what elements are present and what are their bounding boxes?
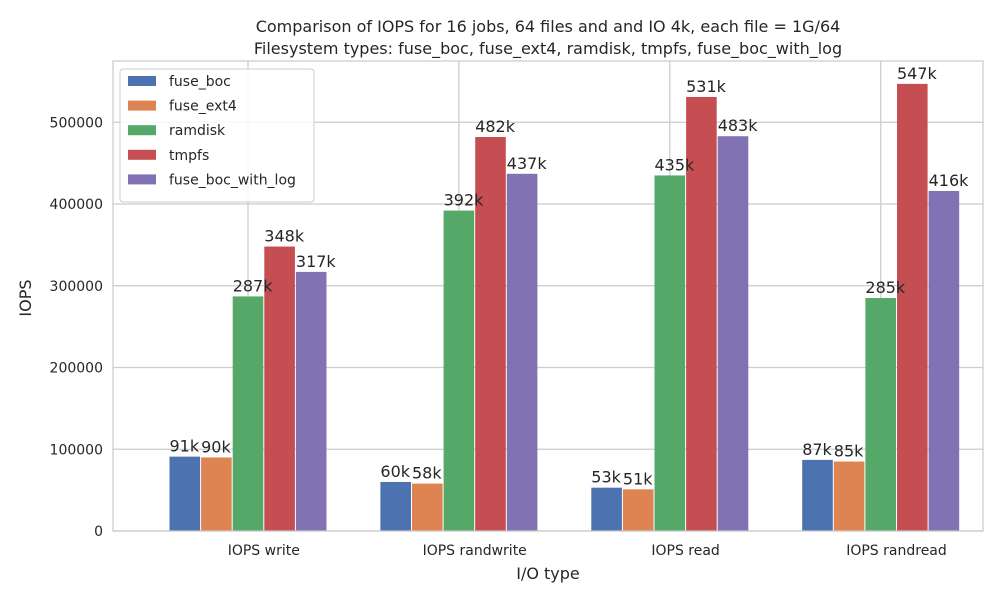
legend-swatch-tmpfs xyxy=(128,149,156,160)
bar-fuse_ext4-1 xyxy=(412,483,443,531)
data-label-fuse_ext4-2: 51k xyxy=(623,469,653,488)
x-tick-label: IOPS randread xyxy=(846,543,947,559)
legend-label-fuse_ext4: fuse_ext4 xyxy=(169,99,237,115)
y-tick-label: 100000 xyxy=(50,442,103,458)
data-label-tmpfs-1: 482k xyxy=(475,117,516,136)
data-label-fuse_boc-1: 60k xyxy=(380,462,410,481)
legend-label-fuse_boc_with_log: fuse_boc_with_log xyxy=(169,172,296,188)
x-tick-label: IOPS write xyxy=(228,543,300,559)
data-label-tmpfs-3: 547k xyxy=(897,64,938,83)
data-label-fuse_boc-3: 87k xyxy=(802,440,832,459)
legend-box xyxy=(119,68,315,203)
data-label-ramdisk-3: 285k xyxy=(865,278,906,297)
data-label-fuse_boc_with_log-3: 416k xyxy=(929,171,970,190)
data-label-ramdisk-1: 392k xyxy=(444,191,485,210)
bar-fuse_boc_with_log-2 xyxy=(717,136,749,531)
chart-title: Comparison of IOPS for 16 jobs, 64 files… xyxy=(256,17,841,36)
data-label-fuse_ext4-3: 85k xyxy=(834,442,864,461)
legend-label-tmpfs: tmpfs xyxy=(169,148,209,164)
bar-fuse_boc_with_log-3 xyxy=(928,190,960,531)
y-tick-label: 500000 xyxy=(50,115,103,131)
x-axis-label: I/O type xyxy=(516,564,580,583)
x-tick-label: IOPS randwrite xyxy=(423,543,527,559)
legend-swatch-fuse_ext4 xyxy=(128,100,156,111)
bar-fuse_boc-3 xyxy=(802,459,833,531)
bar-fuse_ext4-0 xyxy=(201,457,232,531)
data-label-tmpfs-2: 531k xyxy=(686,77,727,96)
y-tick-label: 300000 xyxy=(50,279,103,295)
bar-tmpfs-1 xyxy=(475,137,506,531)
data-label-ramdisk-2: 435k xyxy=(655,155,696,174)
bar-fuse_ext4-3 xyxy=(833,461,865,531)
y-tick-label: 0 xyxy=(94,524,103,540)
bar-ramdisk-1 xyxy=(443,210,475,531)
data-label-fuse_boc_with_log-1: 437k xyxy=(507,154,548,173)
bar-fuse_boc-2 xyxy=(591,487,622,531)
bar-fuse_boc-1 xyxy=(380,481,411,531)
bar-tmpfs-2 xyxy=(686,96,717,532)
data-label-ramdisk-0: 287k xyxy=(233,276,274,295)
bar-fuse_ext4-2 xyxy=(622,489,654,531)
bar-fuse_boc_with_log-1 xyxy=(506,173,538,532)
data-labels: 91k 60k 53k 87k 90k 58k 51k 85k 287k 392k 435k 285k… xyxy=(170,64,970,488)
bar-fuse_boc_with_log-0 xyxy=(295,271,327,531)
data-label-fuse_boc_with_log-0: 317k xyxy=(296,252,337,271)
x-tick-label: IOPS read xyxy=(651,543,719,559)
bar-tmpfs-3 xyxy=(897,83,928,531)
legend-label-fuse_boc: fuse_boc xyxy=(169,74,231,90)
legend-label-ramdisk: ramdisk xyxy=(169,123,226,139)
data-label-fuse_boc-0: 91k xyxy=(170,437,200,456)
bar-ramdisk-0 xyxy=(232,296,264,531)
bar-tmpfs-0 xyxy=(264,246,295,531)
data-label-fuse_boc_with_log-2: 483k xyxy=(718,116,759,135)
legend-swatch-ramdisk xyxy=(128,125,156,136)
bar-ramdisk-2 xyxy=(654,175,686,531)
bars xyxy=(169,83,960,532)
data-label-fuse_boc-2: 53k xyxy=(591,468,621,487)
plot-frame xyxy=(112,60,984,532)
bar-ramdisk-3 xyxy=(865,298,896,531)
data-label-fuse_ext4-0: 90k xyxy=(201,437,231,456)
chart-subtitle: Filesystem types: fuse_boc, fuse_ext4, r… xyxy=(254,39,842,59)
data-label-fuse_ext4-1: 58k xyxy=(412,464,442,483)
y-tick-label: 400000 xyxy=(50,197,103,213)
legend-swatch-fuse_boc_with_log xyxy=(128,174,156,185)
bar-fuse_boc-0 xyxy=(169,456,201,531)
y-axis-label: IOPS xyxy=(16,279,35,316)
data-label-tmpfs-0: 348k xyxy=(264,227,305,246)
legend-swatch-fuse_boc xyxy=(128,76,156,86)
y-tick-label: 200000 xyxy=(50,361,103,377)
axis-ticks: 0 100000 200000 300000 400000 500000 IOPS writ… xyxy=(50,115,947,559)
